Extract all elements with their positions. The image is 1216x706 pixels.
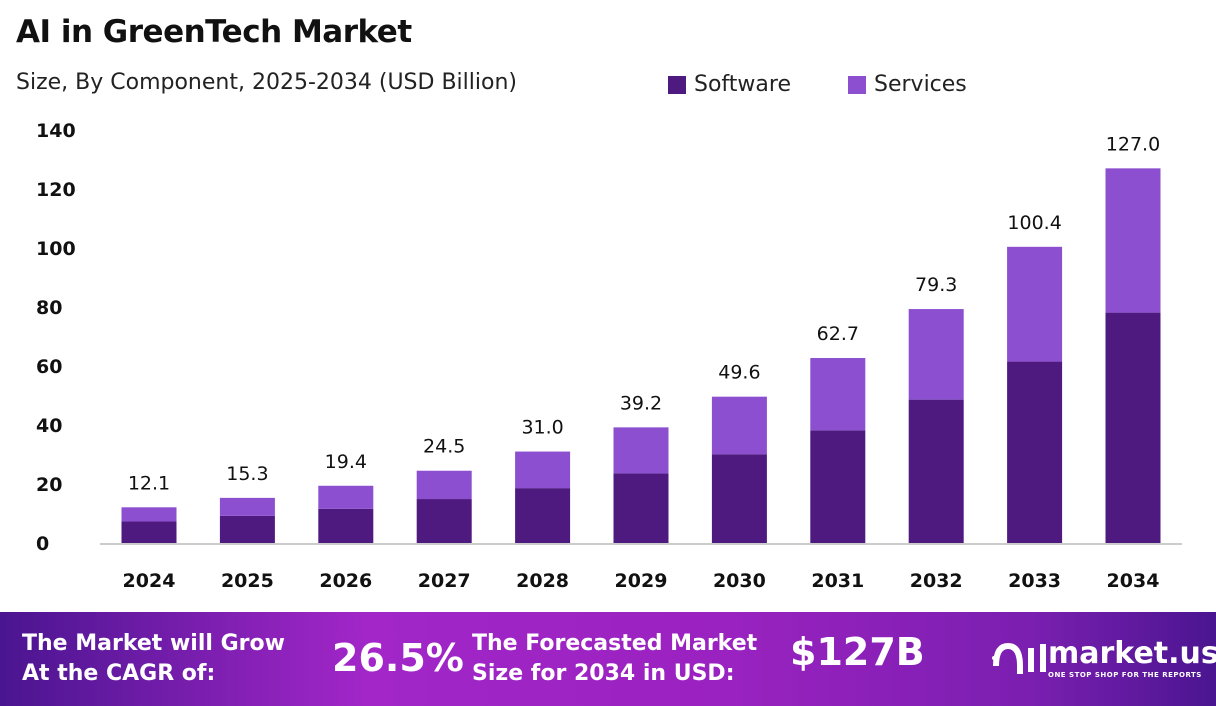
- market-us-logo: market.us ONE STOP SHOP FOR THE REPORTS: [990, 636, 1216, 679]
- x-tick-label: 2027: [418, 570, 471, 592]
- x-tick-label: 2028: [516, 570, 569, 592]
- bar-software-2025: [219, 515, 275, 543]
- logo-name: market.us: [1048, 636, 1216, 671]
- total-label-2031: 62.7: [817, 323, 859, 345]
- chart-title: AI in GreenTech Market: [16, 14, 412, 50]
- bar-software-2032: [908, 399, 964, 543]
- total-label-2027: 24.5: [423, 436, 465, 458]
- y-tick-label: 60: [36, 356, 62, 378]
- bar-services-2031: [810, 358, 866, 431]
- x-tick-label: 2033: [1008, 570, 1061, 592]
- legend-label-services: Services: [874, 72, 967, 97]
- total-label-2025: 15.3: [226, 463, 268, 485]
- forecast-label: The Forecasted Market Size for 2034 in U…: [472, 631, 758, 686]
- bar-services-2030: [711, 396, 767, 455]
- x-tick-label: 2025: [221, 570, 274, 592]
- bar-software-2034: [1105, 312, 1161, 543]
- bar-software-2031: [810, 430, 866, 543]
- bar-software-2026: [318, 508, 374, 543]
- bar-software-2033: [1007, 361, 1063, 543]
- bar-services-2028: [515, 451, 571, 489]
- logo-tagline: ONE STOP SHOP FOR THE REPORTS: [1048, 671, 1202, 679]
- logo-icon: [992, 642, 1046, 674]
- y-tick-label: 40: [36, 415, 62, 437]
- total-label-2026: 19.4: [325, 451, 367, 473]
- bar-software-2030: [711, 454, 767, 543]
- x-tick-label: 2030: [713, 570, 766, 592]
- y-tick-label: 0: [36, 533, 49, 555]
- legend-swatch-services: [848, 75, 866, 94]
- total-label-2034: 127.0: [1106, 133, 1160, 155]
- total-label-2024: 12.1: [128, 472, 170, 494]
- legend-swatch-software: [668, 75, 686, 94]
- cagr-label: The Market will Grow At the CAGR of:: [22, 631, 285, 686]
- total-label-2028: 31.0: [521, 417, 563, 439]
- legend-label-software: Software: [694, 72, 791, 97]
- bar-services-2029: [613, 427, 669, 474]
- bar-services-2026: [318, 485, 374, 509]
- total-label-2030: 49.6: [718, 362, 760, 384]
- bar-services-2025: [219, 497, 275, 516]
- y-tick-label: 80: [36, 297, 62, 319]
- x-tick-label: 2034: [1107, 570, 1160, 592]
- bar-software-2029: [613, 473, 669, 543]
- x-tick-label: 2026: [319, 570, 372, 592]
- bar-software-2027: [416, 499, 472, 543]
- forecast-value: $127B: [790, 630, 925, 674]
- bar-services-2027: [416, 470, 472, 500]
- bar-software-2024: [121, 521, 177, 543]
- y-tick-label: 120: [36, 179, 76, 201]
- x-tick-label: 2032: [910, 570, 963, 592]
- total-label-2033: 100.4: [1007, 212, 1061, 234]
- chart-subtitle: Size, By Component, 2025-2034 (USD Billi…: [16, 70, 517, 95]
- x-tick-label: 2024: [123, 570, 176, 592]
- footer-banner: The Market will Grow At the CAGR of: 26.…: [0, 612, 1216, 706]
- y-tick-label: 20: [36, 474, 62, 496]
- bar-chart: 0 20 40 60 80 100 120 140 12.1 2024 15.3 2025 19.4 20…: [36, 120, 1182, 592]
- bar-services-2033: [1007, 246, 1063, 362]
- bar-services-2034: [1105, 168, 1161, 313]
- y-tick-label: 100: [36, 238, 76, 260]
- bar-services-2032: [908, 309, 964, 400]
- total-label-2029: 39.2: [620, 392, 662, 414]
- legend-software: Software: [668, 72, 791, 97]
- x-tick-label: 2029: [615, 570, 668, 592]
- legend-services: Services: [848, 72, 967, 97]
- total-label-2032: 79.3: [915, 274, 957, 296]
- bar-services-2024: [121, 507, 177, 522]
- y-tick-label: 140: [36, 120, 76, 142]
- cagr-value: 26.5%: [332, 636, 464, 680]
- x-tick-label: 2031: [811, 570, 864, 592]
- bar-software-2028: [515, 488, 571, 543]
